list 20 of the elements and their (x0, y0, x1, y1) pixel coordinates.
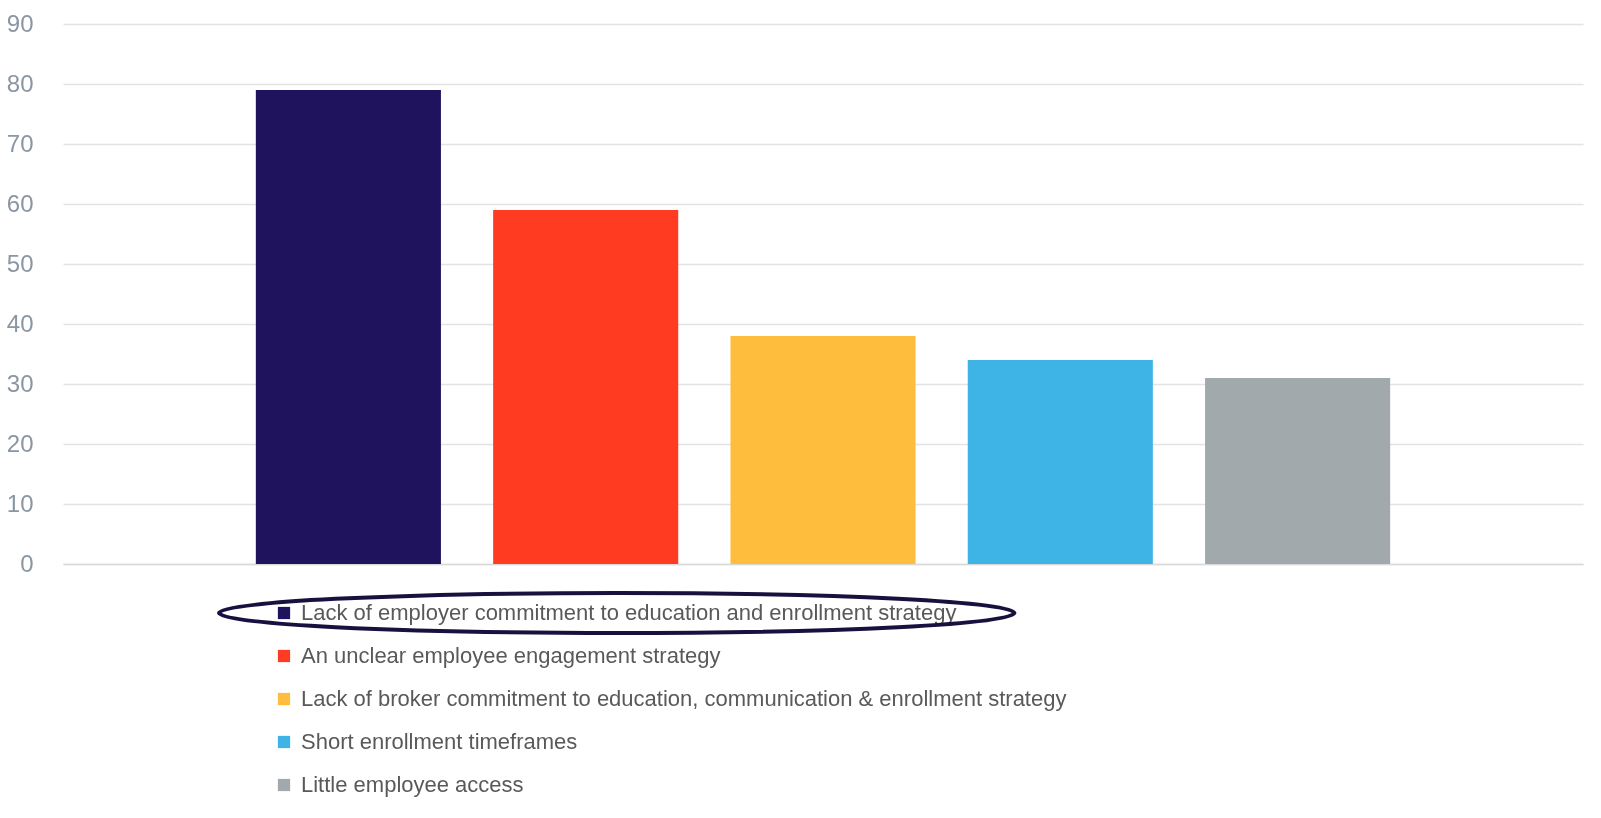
legend-label: Short enrollment timeframes (301, 729, 578, 754)
y-tick-label: 80 (6, 69, 34, 97)
legend-label: Little employee access (301, 772, 524, 797)
bar (1205, 378, 1391, 564)
legend-label: Lack of broker commitment to education, communication & enrollment strategy (301, 686, 1067, 711)
y-tick-label: 40 (6, 309, 34, 337)
legend-label: An unclear employee engagement strategy (301, 643, 721, 668)
legend-label: Lack of employer commitment to education and enrollment strategy (301, 600, 957, 625)
bar (493, 210, 679, 564)
bar (255, 90, 441, 564)
bar (730, 336, 916, 564)
y-tick-label: 70 (6, 129, 34, 157)
y-tick-label: 20 (6, 429, 34, 457)
y-tick-label: 30 (6, 369, 34, 397)
bar (967, 360, 1153, 564)
y-tick-label: 90 (6, 9, 34, 37)
y-tick-label: 10 (6, 489, 34, 517)
y-tick-label: 60 (6, 189, 34, 217)
y-tick-label: 50 (6, 249, 34, 277)
y-tick-label: 0 (20, 549, 34, 577)
